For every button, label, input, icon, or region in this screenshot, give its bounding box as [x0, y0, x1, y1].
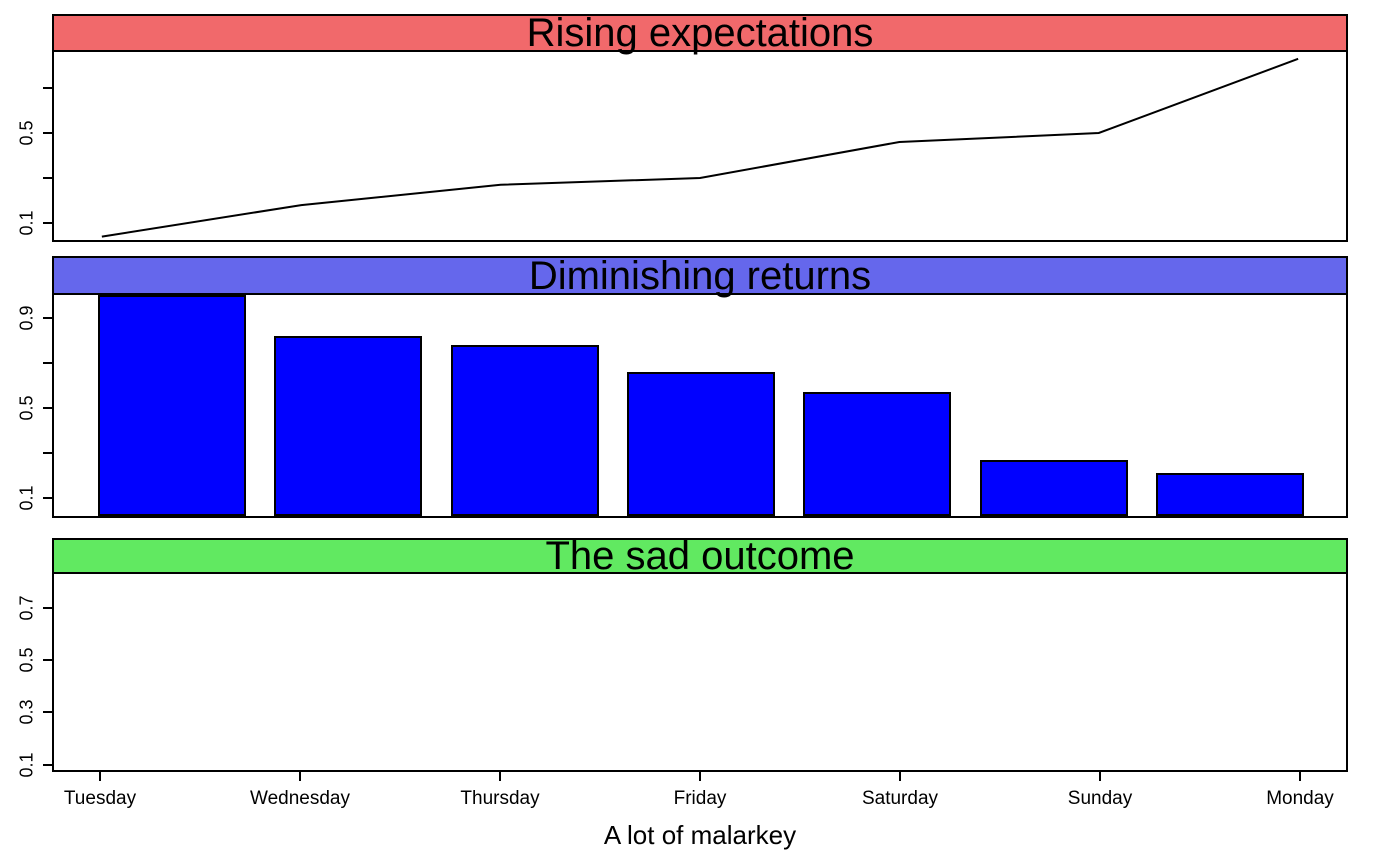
x-tick-label: Saturday	[861, 788, 939, 809]
y-tick-label: 0.1	[16, 752, 37, 778]
y-tick-label: 0.1	[16, 210, 37, 236]
panel-rising-expectations: Rising expectations 0.1 0.5	[17, 11, 1348, 242]
x-tick-label: Wednesday	[250, 788, 350, 809]
y-tick-label: 0.1	[16, 484, 37, 511]
bar	[98, 295, 246, 516]
y-tick-label: 0.9	[16, 304, 37, 331]
y-tick	[43, 132, 52, 135]
y-tick	[43, 177, 52, 180]
x-tick-label: Thursday	[460, 788, 540, 809]
x-tick-label: Friday	[673, 788, 727, 809]
y-tick	[43, 222, 52, 225]
x-tick-label: Monday	[1266, 788, 1334, 809]
x-tick	[99, 772, 101, 781]
y-tick	[43, 711, 52, 714]
panel-title: Diminishing returns	[528, 253, 872, 298]
panel-header-band: Diminishing returns	[54, 253, 1346, 298]
panel-the-sad-outcome: The sad outcome 0.1 0.3 0.5 0.7	[17, 536, 1348, 777]
y-tick	[43, 87, 52, 89]
y-tick	[43, 361, 52, 364]
x-tick	[299, 772, 301, 781]
bar	[803, 392, 952, 516]
y-tick	[43, 606, 52, 609]
x-tick	[1099, 772, 1101, 781]
x-tick	[1299, 772, 1301, 781]
y-tick-label: 0.7	[16, 595, 37, 621]
x-axis-title: A lot of malarkey	[603, 820, 797, 850]
bar	[1155, 473, 1304, 516]
y-tick-label: 0.3	[16, 699, 37, 725]
y-tick-label: 0.5	[16, 647, 37, 673]
x-tick	[899, 772, 901, 781]
line-path	[101, 57, 1299, 238]
y-tick	[43, 659, 52, 662]
x-tick	[699, 772, 701, 781]
x-tick-label: Tuesday	[63, 788, 137, 809]
y-tick	[43, 763, 52, 766]
panel-title: Rising expectations	[526, 11, 874, 55]
bar	[626, 371, 775, 516]
panel-header-band: Rising expectations	[54, 11, 1346, 55]
y-tick	[43, 451, 52, 454]
line-series	[101, 57, 1299, 238]
panel-diminishing-returns: Diminishing returns 0.1 0.5 0.9	[17, 253, 1348, 518]
y-tick-label: 0.5	[16, 120, 37, 146]
y-tick-label: 0.5	[16, 394, 37, 421]
panel-header-band: The sad outcome	[54, 536, 1346, 576]
y-tick	[43, 406, 52, 409]
panel-title: The sad outcome	[545, 534, 855, 578]
bar	[274, 335, 423, 516]
x-tick-label: Sunday	[1067, 788, 1133, 809]
y-tick	[43, 496, 52, 499]
y-tick	[43, 316, 52, 319]
x-tick	[499, 772, 501, 781]
bar	[450, 344, 599, 516]
bar	[979, 459, 1128, 516]
